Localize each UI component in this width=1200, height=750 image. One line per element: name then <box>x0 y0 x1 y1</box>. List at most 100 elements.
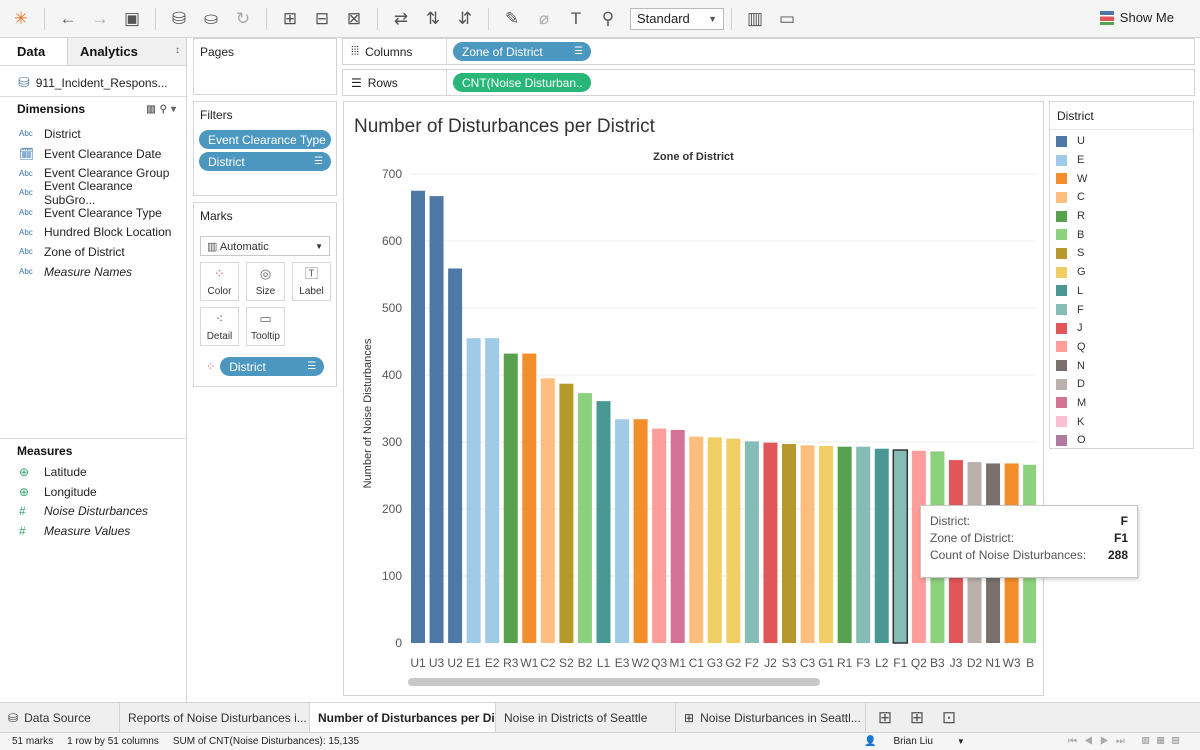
field-item[interactable]: 🗓 Event Clearance Date <box>0 144 186 164</box>
field-item[interactable]: Abc Event Clearance Type <box>0 203 186 223</box>
legend-item[interactable]: Q <box>1050 338 1193 357</box>
user-menu[interactable]: 👤 Brian Liu ▼ <box>852 736 965 747</box>
field-item[interactable]: Abc District <box>0 124 186 144</box>
legend-label: F <box>1077 303 1084 316</box>
tableau-logo-icon[interactable]: ✳ <box>13 8 29 28</box>
field-item[interactable]: # Measure Values <box>0 521 186 541</box>
new-data-source-icon[interactable]: ⛁ <box>171 8 187 28</box>
search-icon[interactable]: ⚲ <box>159 103 171 115</box>
legend-swatch <box>1056 173 1067 185</box>
field-item[interactable]: Abc Hundred Block Location <box>0 222 186 242</box>
clear-sheet-icon[interactable]: ⊠ <box>346 8 362 28</box>
refresh-icon[interactable]: ↻ <box>235 8 251 28</box>
detail-button[interactable]: ⁖ Detail <box>200 307 239 346</box>
tab-data[interactable]: Data <box>0 38 68 65</box>
sort-descending-icon[interactable]: ⇵ <box>457 8 473 28</box>
filters-shelf[interactable]: Filters Event Clearance Type District ☰ <box>193 101 337 196</box>
sort-icon: ☰ <box>307 361 316 372</box>
legend-item[interactable]: R <box>1050 207 1193 226</box>
labels-icon[interactable]: T <box>570 8 582 28</box>
field-item[interactable]: Abc Event Clearance SubGro... <box>0 179 186 207</box>
columns-shelf[interactable]: ⦙⦙⦙ Columns Zone of District ☰ <box>342 38 1195 65</box>
legend-item[interactable]: G <box>1050 263 1193 282</box>
size-button[interactable]: ◎ Size <box>246 262 285 301</box>
y-tick-label: 100 <box>382 569 402 583</box>
label-button[interactable]: 🅃 Label <box>292 262 331 301</box>
field-item[interactable]: Abc Event Clearance Group <box>0 163 186 183</box>
rows-pill[interactable]: CNT(Noise Disturban.. <box>453 73 591 92</box>
columns-pill[interactable]: Zone of District ☰ <box>453 42 591 61</box>
show-cards-icon[interactable]: ▥ <box>746 8 764 28</box>
new-story-tab-icon[interactable]: ⊡ <box>941 707 957 727</box>
status-bar: 51 marks 1 row by 51 columns SUM of CNT(… <box>0 732 1200 750</box>
undo-icon[interactable]: ← <box>59 8 77 28</box>
data-source-menu-icon[interactable]: ⛀ <box>203 8 219 28</box>
tab-data-source[interactable]: ⛁ Data Source <box>0 703 120 732</box>
legend-item[interactable]: L <box>1050 282 1193 301</box>
legend-item[interactable]: B <box>1050 225 1193 244</box>
legend-item[interactable]: O <box>1050 431 1193 450</box>
new-worksheet-tab-icon[interactable]: ⊞ <box>877 707 893 727</box>
color-field-pill[interactable]: District ☰ <box>220 357 325 376</box>
swap-rows-columns-icon[interactable]: ⇄ <box>393 8 409 28</box>
tab-sheet-2[interactable]: Number of Disturbances per Di... <box>310 703 496 732</box>
group-icon[interactable]: ⌀ <box>538 8 550 28</box>
legend-item[interactable]: C <box>1050 188 1193 207</box>
presentation-mode-icon[interactable]: ▭ <box>778 8 796 28</box>
redo-icon[interactable]: → <box>91 8 109 28</box>
chevron-down-icon: ▼ <box>315 241 323 251</box>
dropdown-icon[interactable]: ▾ <box>170 103 180 115</box>
show-me-icon <box>1099 10 1114 25</box>
view-size-select[interactable]: Standard ▼ <box>630 7 724 30</box>
sheet-navigation-icon[interactable]: ⏮◀▶⏭ ▥▦▤ <box>1068 736 1187 747</box>
legend-item[interactable]: D <box>1050 375 1193 394</box>
show-me-button[interactable]: Show Me <box>1099 10 1174 25</box>
bar <box>559 383 574 643</box>
legend-swatch <box>1056 322 1067 334</box>
legend-item[interactable]: U <box>1050 132 1193 151</box>
field-item[interactable]: Abc Measure Names <box>0 262 186 282</box>
bar <box>522 353 537 643</box>
field-item[interactable]: ⊕ Latitude <box>0 462 186 482</box>
duplicate-sheet-icon[interactable]: ⊟ <box>314 8 330 28</box>
filter-pill-event-clearance-type[interactable]: Event Clearance Type <box>199 130 331 149</box>
save-icon[interactable]: ▣ <box>123 8 141 28</box>
rows-shelf[interactable]: ☰ Rows CNT(Noise Disturban.. <box>342 69 1195 96</box>
highlight-icon[interactable]: ✎ <box>504 8 520 28</box>
pin-icon[interactable]: ⚲ <box>601 8 615 28</box>
field-item[interactable]: # Noise Disturbances <box>0 501 186 521</box>
tab-analytics[interactable]: Analytics <box>68 38 186 65</box>
legend-item[interactable]: K <box>1050 412 1193 431</box>
tab-sheet-3[interactable]: Noise in Districts of Seattle <box>496 703 676 732</box>
legend-item[interactable]: E <box>1050 151 1193 170</box>
legend-item[interactable]: W <box>1050 169 1193 188</box>
tooltip-key: Zone of District: <box>930 531 1015 545</box>
x-tick-label: E3 <box>615 656 630 670</box>
horizontal-scrollbar[interactable] <box>408 678 820 686</box>
x-tick-label: R1 <box>837 656 853 670</box>
legend-item[interactable]: J <box>1050 319 1193 338</box>
tooltip-button[interactable]: ▭ Tooltip <box>246 307 285 346</box>
legend-item[interactable]: N <box>1050 356 1193 375</box>
show-me-label: Show Me <box>1119 10 1174 25</box>
legend-item[interactable]: F <box>1050 300 1193 319</box>
view-options-icon[interactable]: ▥ <box>146 103 160 115</box>
legend-item[interactable]: S <box>1050 244 1193 263</box>
data-source-item[interactable]: ⛁ 911_Incident_Respons... <box>0 66 186 92</box>
new-worksheet-icon[interactable]: ⊞ <box>282 8 298 28</box>
filters-title: Filters <box>200 108 233 122</box>
field-item[interactable]: Abc Zone of District <box>0 242 186 262</box>
tab-dashboard[interactable]: ⊞ Noise Disturbances in Seattl... <box>676 703 866 732</box>
legend-item[interactable]: M <box>1050 394 1193 413</box>
sort-ascending-icon[interactable]: ⇅ <box>425 8 441 28</box>
new-dashboard-tab-icon[interactable]: ⊞ <box>909 707 925 727</box>
tooltip-value: F1 <box>1113 531 1128 545</box>
pages-shelf[interactable]: Pages <box>193 38 337 95</box>
tab-label: Reports of Noise Disturbances i... <box>128 710 307 725</box>
color-button[interactable]: ⁘ Color <box>200 262 239 301</box>
bar <box>726 438 741 643</box>
filter-pill-district[interactable]: District ☰ <box>199 152 331 171</box>
field-item[interactable]: ⊕ Longitude <box>0 482 186 502</box>
tab-sheet-1[interactable]: Reports of Noise Disturbances i... <box>120 703 310 732</box>
mark-type-select[interactable]: ▥ Automatic ▼ <box>200 236 330 256</box>
